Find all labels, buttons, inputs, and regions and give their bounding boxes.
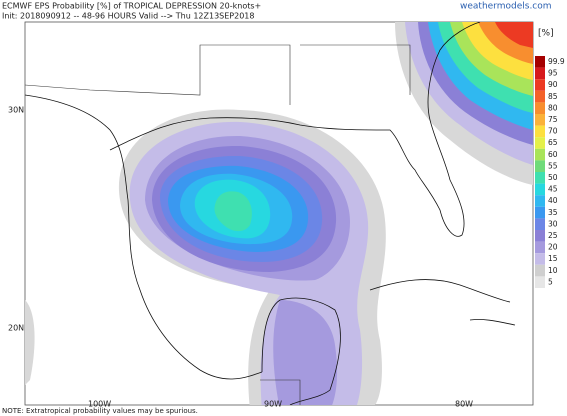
legend-swatch	[535, 264, 545, 277]
legend-swatch	[535, 67, 545, 80]
lat-label: 30N	[8, 106, 24, 115]
legend-swatch	[535, 102, 545, 114]
legend-label: 70	[548, 127, 558, 136]
legend-swatch	[535, 183, 545, 196]
title-line2: Init: 2018090912 -- 48-96 HOURS Valid --…	[2, 12, 255, 21]
legend-swatch	[535, 56, 545, 68]
legend-swatch	[535, 148, 545, 161]
legend-swatch	[535, 218, 545, 230]
legend-label: 30	[548, 219, 558, 228]
legend-swatch	[535, 90, 545, 103]
legend-swatch	[535, 172, 545, 184]
legend-label: 45	[548, 185, 558, 194]
legend-label: 50	[548, 173, 558, 182]
legend-swatch	[535, 195, 545, 207]
legend-swatch	[535, 114, 545, 126]
legend-label: 55	[548, 161, 558, 170]
lon-label: 80W	[455, 400, 473, 409]
lon-label: 100W	[88, 400, 111, 409]
legend-label: 5	[548, 277, 553, 286]
source-watermark: weathermodels.com	[460, 2, 552, 12]
lat-label: 20N	[8, 324, 24, 333]
legend-label: 75	[548, 115, 558, 124]
legend-label: 95	[548, 69, 558, 78]
legend-label: 25	[548, 231, 558, 240]
footnote: NOTE: Extratropical probability values m…	[2, 407, 198, 415]
legend-label: 20	[548, 243, 558, 252]
legend-swatch	[535, 253, 545, 265]
legend-label: 60	[548, 150, 558, 159]
title-line1: ECMWF EPS Probability [%] of TROPICAL DE…	[2, 2, 261, 11]
coastlines	[25, 22, 516, 405]
lon-label: 90W	[264, 400, 282, 409]
legend-swatch	[535, 241, 545, 254]
legend-label: 40	[548, 196, 558, 205]
legend-swatch	[535, 160, 545, 172]
legend-label: 15	[548, 254, 558, 263]
legend-label: 85	[548, 92, 558, 101]
legend-label: 90	[548, 80, 558, 89]
legend-label: 65	[548, 138, 558, 147]
legend-label: 10	[548, 266, 558, 275]
legend-swatch	[535, 206, 545, 219]
legend-unit: [%]	[538, 29, 554, 39]
legend-label: 80	[548, 103, 558, 112]
legend-swatch	[535, 137, 545, 149]
legend-label: 99.9	[548, 57, 565, 66]
legend-swatch	[535, 125, 545, 138]
legend-swatch	[535, 79, 545, 91]
legend-swatch	[535, 230, 545, 242]
probability-field	[25, 22, 533, 405]
legend-label: 35	[548, 208, 558, 217]
legend-swatch	[535, 276, 545, 288]
